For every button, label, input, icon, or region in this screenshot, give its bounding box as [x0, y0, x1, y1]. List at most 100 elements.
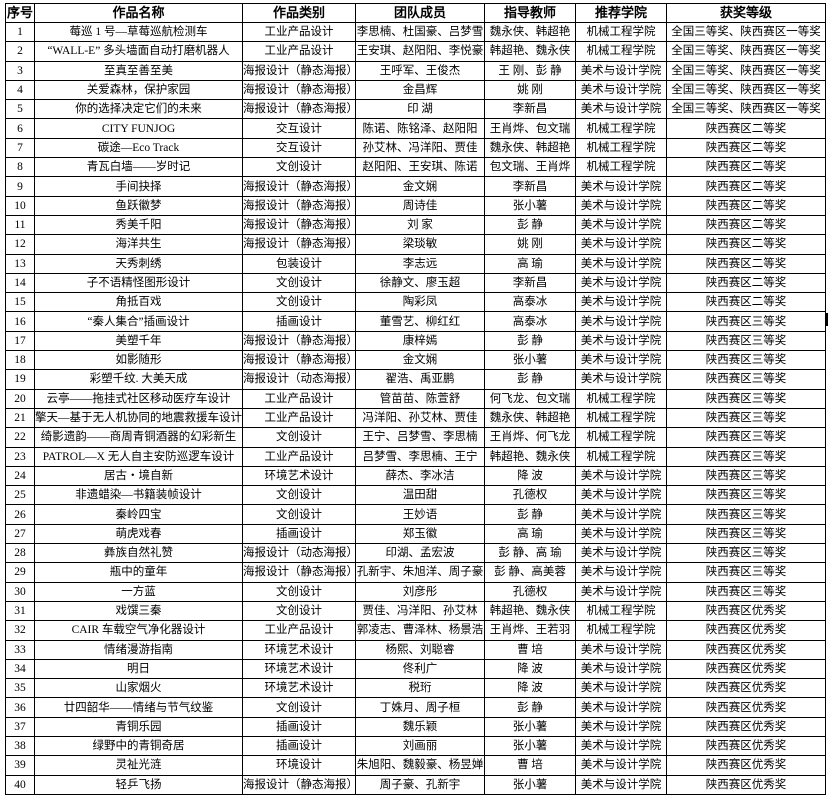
cell-team: 刘彦彤 — [355, 581, 485, 602]
cell-college: 美术与设计学院 — [575, 658, 667, 680]
cell-category: 海报设计（静态海报） — [242, 176, 356, 197]
cell-category: 海报设计（静态海报） — [242, 234, 356, 255]
cell-advisor: 魏永侠、韩超艳 — [484, 21, 576, 43]
cell-advisor: 孔德权 — [484, 581, 576, 602]
cell-work-name: 莓巡 1 号—草莓巡航检测车 — [34, 21, 243, 43]
cell-award: 陕西赛区二等奖 — [666, 234, 826, 255]
cell-team: 王妙语 — [355, 504, 485, 525]
cell-college: 机械工程学院 — [575, 41, 667, 62]
table-row: 5 你的选择决定它们的未来 海报设计（静态海报）印 湖李新昌 美术与设计学院 全国三等奖… — [5, 99, 826, 120]
cell-category: 海报设计（动态海报） — [242, 543, 356, 564]
cell-team: 陈诺、陈铭泽、赵阳阳 — [355, 118, 485, 139]
cell-advisor: 彭 静 — [484, 330, 576, 352]
cell-work-name: 轻乒飞扬 — [34, 774, 243, 795]
cell-college: 美术与设计学院 — [575, 253, 667, 274]
cell-index: 25 — [5, 485, 35, 506]
cell-team: 金文娴 — [355, 176, 485, 197]
cell-team: 税珩 — [355, 678, 485, 699]
cell-work-name: 青铜乐园 — [34, 716, 243, 737]
cell-college: 美术与设计学院 — [575, 774, 667, 795]
cell-advisor: 韩超艳、魏永侠 — [484, 41, 576, 62]
cell-index: 24 — [5, 465, 35, 487]
cell-award: 全国三等奖、陕西赛区一等奖 — [666, 99, 826, 120]
cell-team: 梁琰敏 — [355, 234, 485, 255]
cell-category: 包装设计 — [242, 253, 356, 274]
cell-advisor: 张小薯 — [484, 774, 576, 795]
cell-college: 美术与设计学院 — [575, 504, 667, 525]
cell-index: 5 — [5, 99, 35, 120]
cell-team: 刘画丽 — [355, 735, 485, 757]
cell-team: 董雪艺、柳红红 — [355, 311, 485, 332]
cell-index: 29 — [5, 562, 35, 583]
cell-award: 陕西赛区二等奖 — [666, 253, 826, 274]
cell-advisor: 张小薯 — [484, 716, 576, 737]
cell-team: 孙艾林、冯洋阳、贾佳 — [355, 137, 485, 159]
cell-advisor: 彭 静、高美蓉 — [484, 562, 576, 583]
cell-team: 周子豪、孔新宇 — [355, 774, 485, 795]
table-row: 8 青瓦白墙——岁时记 文创设计 赵阳阳、王安琪、陈诺 包文瑞、王肖烨 机械工程学院 陕西赛… — [5, 157, 826, 178]
cell-category: 文创设计 — [242, 292, 356, 313]
cell-advisor: 张小薯 — [484, 195, 576, 216]
cell-award: 陕西赛区二等奖 — [666, 176, 826, 197]
cell-advisor: 何飞龙、包文瑞 — [484, 388, 576, 409]
table-row: 4 关爱森林，保护家园 海报设计（静态海报） 金昌辉姚 刚美术与设计学院 全国三等奖、陕… — [5, 79, 826, 101]
cell-work-name: 关爱森林，保护家园 — [34, 79, 243, 101]
table-row: 10 鱼跃徽梦 海报设计（静态海报） 周诗佳 张小薯 美术与设计学院 陕西赛区二等奖 — [5, 195, 826, 216]
cell-advisor: 韩超艳、魏永侠 — [484, 446, 576, 467]
cell-team: 印 湖 — [355, 99, 485, 120]
cell-work-name: PATROL—X 无人自主安防巡逻车设计 — [34, 446, 243, 467]
cell-college: 美术与设计学院 — [575, 465, 667, 487]
cell-team: 王呼军、王俊杰 — [355, 60, 485, 81]
cell-index: 8 — [5, 157, 35, 178]
table-row: 40 轻乒飞扬 海报设计（静态海报） 周子豪、孔新宇 张小薯 美术与设计学院 陕西赛区优秀奖 — [5, 774, 826, 795]
cell-award: 陕西赛区优秀奖 — [666, 658, 826, 680]
cell-work-name: “WALL-E” 多头墙面自动打磨机器人 — [34, 41, 243, 62]
cell-advisor: 包文瑞、王肖烨 — [484, 157, 576, 178]
table-row: 25 非遗蜡染—书籍装帧设计 文创设计 温田甜 孔德权 美术与设计学院 陕西赛区三等奖 — [5, 485, 826, 506]
cell-team: 朱旭阳、魏毅豪、杨昱婵 — [355, 755, 485, 776]
cell-award: 陕西赛区三等奖 — [666, 465, 826, 487]
cell-college: 美术与设计学院 — [575, 755, 667, 776]
cell-college: 机械工程学院 — [575, 21, 667, 43]
cell-work-name: 一方蓝 — [34, 581, 243, 602]
cell-category: 环境艺术设计 — [242, 678, 356, 699]
cell-work-name: 非遗蜡染—书籍装帧设计 — [34, 485, 243, 506]
cell-category: 插画设计 — [242, 716, 356, 737]
cell-category: 文创设计 — [242, 600, 356, 622]
cell-advisor: 李新昌 — [484, 99, 576, 120]
cell-advisor: 孔德权 — [484, 485, 576, 506]
cell-index: 26 — [5, 504, 35, 525]
cell-index: 34 — [5, 658, 35, 680]
cell-index: 33 — [5, 639, 35, 660]
cell-college: 美术与设计学院 — [575, 639, 667, 660]
cell-advisor: 魏永侠、韩超艳 — [484, 137, 576, 159]
cell-category: 海报设计（静态海报） — [242, 330, 356, 352]
table-row: 26 秦岭四宝 文创设计 王妙语彭 静美术与设计学院 陕西赛区三等奖 — [5, 504, 826, 525]
cell-team: 孔新宇、朱旭洋、周子豪 — [355, 562, 485, 583]
text-cursor — [826, 313, 828, 326]
cell-advisor: 王肖烨、包文瑞 — [484, 118, 576, 139]
cell-advisor: 彭 静 — [484, 214, 576, 236]
cell-work-name: 至真至善至美 — [34, 60, 243, 81]
table-row: 13 天秀刺绣 包装设计 李志远高 瑜美术与设计学院 陕西赛区二等奖 — [5, 253, 826, 274]
cell-award: 陕西赛区二等奖 — [666, 118, 826, 139]
cell-work-name: CITY FUNJOG — [34, 118, 243, 139]
table-body: 1 莓巡 1 号—草莓巡航检测车 工业产品设计 李思楠、杜国豪、吕梦雪 魏永侠、韩超艳机… — [5, 21, 826, 795]
cell-work-name: 秀美千阳 — [34, 214, 243, 236]
table-row: 32 CAIR 车载空气净化器设计 工业产品设计 郭凌志、曹泽林、杨景浩 王肖烨、王若羽… — [5, 620, 826, 641]
table-row: 31 戏馔三秦 文创设计 贾佳、冯洋阳、孙艾林 韩超艳、魏永侠 机械工程学院 陕西赛区优秀奖 — [5, 600, 826, 622]
cell-advisor: 高 瑜 — [484, 523, 576, 545]
header-team: 团队成员 — [355, 3, 485, 23]
cell-award: 陕西赛区三等奖 — [666, 369, 826, 390]
cell-advisor: 彭 静、高 瑜 — [484, 543, 576, 564]
cell-advisor: 韩超艳、魏永侠 — [484, 600, 576, 622]
cell-college: 机械工程学院 — [575, 137, 667, 159]
cell-index: 19 — [5, 369, 35, 390]
cell-team: 杨熙、刘聪睿 — [355, 639, 485, 660]
cell-work-name: 擎天—基于无人机协同的地震救援车设计 — [34, 407, 243, 429]
cell-team: 金昌辉 — [355, 79, 485, 101]
cell-index: 6 — [5, 118, 35, 139]
cell-award: 陕西赛区优秀奖 — [666, 774, 826, 795]
table-row: 15 角抵百戏 文创设计 陶彩凤 高泰冰 美术与设计学院 陕西赛区二等奖 — [5, 292, 826, 313]
cell-advisor: 降 波 — [484, 658, 576, 680]
